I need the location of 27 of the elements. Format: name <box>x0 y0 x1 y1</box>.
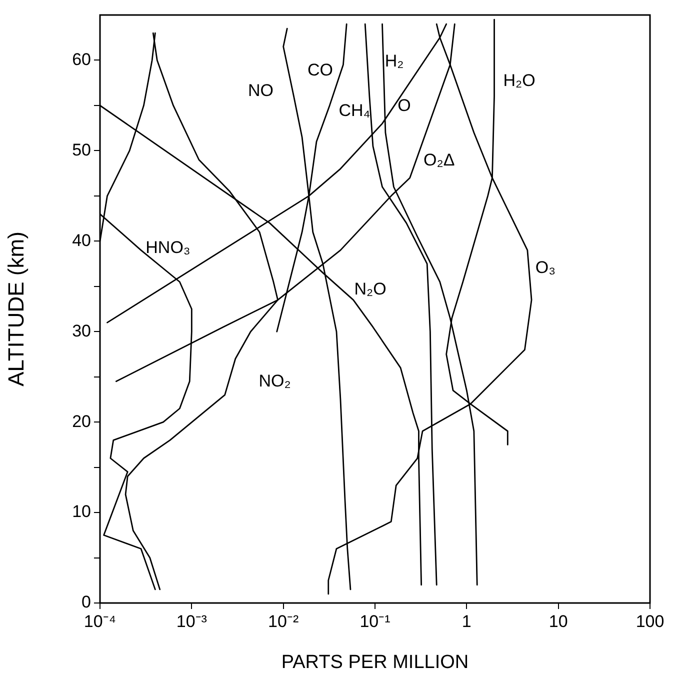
series-label: O <box>398 96 411 116</box>
y-axis-title: ALTITUDE (km) <box>3 232 28 386</box>
x-tick-label: 100 <box>636 612 664 631</box>
x-tick-label: 10 <box>548 612 568 631</box>
y-tick-label: 10 <box>72 502 91 522</box>
y-tick-label: 30 <box>72 321 91 340</box>
x-tick-label: 1 <box>462 612 472 631</box>
series-label: NO₂ <box>258 372 291 391</box>
series-label: N₂O <box>354 280 386 299</box>
x-tick-label: 10⁻³ <box>176 612 208 631</box>
series-label: O₃ <box>535 258 556 277</box>
y-tick-label: 20 <box>72 412 91 431</box>
x-axis-title: PARTS PER MILLION <box>281 652 469 673</box>
series-label: CO <box>307 60 333 80</box>
y-tick-label: 40 <box>72 230 91 250</box>
x-tick-label: 10⁻⁴ <box>84 612 116 631</box>
series-label: CH₄ <box>338 101 370 120</box>
series-label: HNO₃ <box>146 238 190 257</box>
series-label: H₂ <box>384 52 404 71</box>
x-tick-label: 10⁻² <box>268 612 299 631</box>
y-tick-label: 0 <box>82 592 91 612</box>
x-tick-label: 10⁻¹ <box>360 612 391 631</box>
series-label: NO <box>248 81 274 100</box>
y-tick-label: 50 <box>72 140 91 160</box>
y-tick-label: 60 <box>72 50 91 69</box>
series-label: O₂Δ <box>424 150 455 170</box>
series-label: H₂O <box>503 71 536 90</box>
